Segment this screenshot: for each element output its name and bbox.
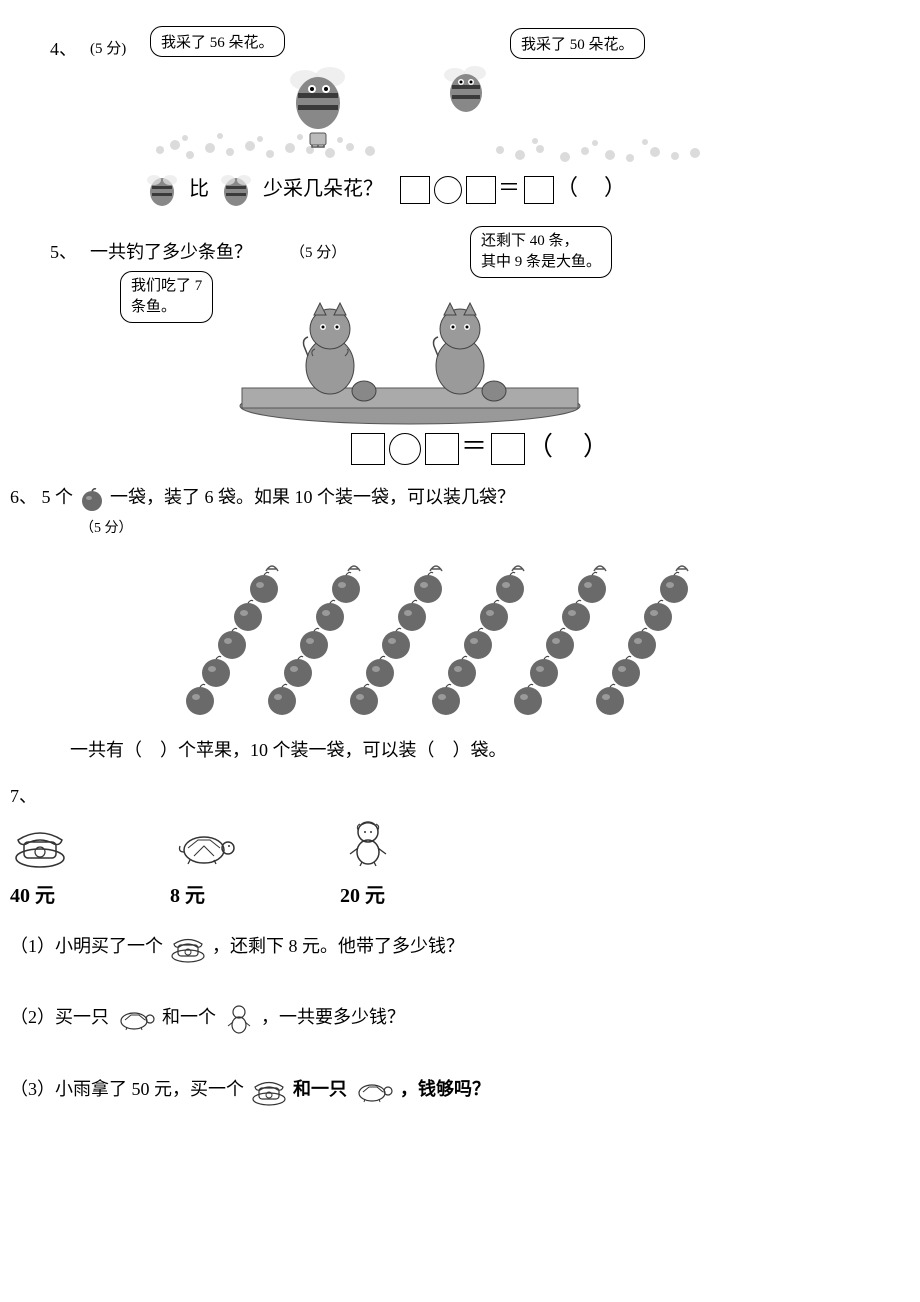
question-7: 7、 40 元 8 元 [10, 782, 870, 1106]
q6-number: 6、 [10, 487, 37, 507]
q4-compare-mid: 比 [189, 178, 209, 200]
q5-number: 5、 [50, 238, 77, 264]
q7-sub3-c: ，钱够吗？ [400, 1079, 490, 1099]
q7-sub2-b: 和一个 [162, 1007, 216, 1027]
turtle-icon [170, 824, 240, 868]
bee-right-icon [430, 55, 510, 135]
q4-number: 4、 [50, 35, 77, 61]
q7-sub1: （1）小明买了一个 ，还剩下 8 元。他带了多少钱？ [10, 932, 870, 963]
cats-scene [230, 266, 590, 426]
price-item-turtle: 8 元 [170, 824, 240, 908]
apple-bags [10, 541, 870, 726]
q5-bubble-left-l2: 条鱼。 [131, 299, 176, 315]
bee-small-b-icon [214, 172, 258, 208]
q7-sub1-a: （1）小明买了一个 [10, 936, 163, 956]
doll-icon [340, 818, 396, 868]
turtle-icon [352, 1077, 396, 1105]
q5-title: 一共钓了多少条鱼？ [90, 238, 252, 264]
q5-paren: （ ） [527, 432, 611, 461]
q6-points: （5 分） [80, 517, 870, 537]
price-row: 40 元 8 元 20 元 [10, 818, 870, 908]
turtle-icon [114, 1005, 158, 1033]
apple-icon [78, 485, 106, 513]
q5-bubble-left: 我们吃了 7 条鱼。 [120, 271, 213, 323]
q4-paren: （ ） [556, 175, 628, 200]
q6-line1b: 一袋，装了 6 袋。如果 10 个装一袋，可以装几袋？ [110, 487, 515, 507]
question-6: 6、 5 个 一袋，装了 6 袋。如果 10 个装一袋，可以装几袋？ （5 分）… [10, 483, 870, 762]
q7-sub3: （3）小雨拿了 50 元，买一个 和一只 ，钱够吗？ [10, 1075, 870, 1106]
doll-icon [221, 1003, 257, 1035]
q6-line1a: 5 个 [42, 487, 74, 507]
phone-icon [168, 933, 208, 963]
phone-icon [10, 824, 70, 868]
question-4: 4、 (5 分) 我采了 56 朵花。 我采了 50 朵花。 [50, 20, 870, 208]
q5-bubble-right-l1: 还剩下 40 条， [481, 233, 579, 249]
q7-sub2-c: ，一共要多少钱？ [261, 1007, 405, 1027]
price-item-phone: 40 元 [10, 824, 70, 908]
price-doll: 20 元 [340, 879, 396, 908]
q4-points: (5 分) [90, 37, 126, 58]
q5-bubble-left-l1: 我们吃了 7 [131, 278, 202, 294]
price-turtle: 8 元 [170, 879, 240, 908]
q7-sub3-b: 和一只 [293, 1079, 347, 1099]
bee-small-a-icon [140, 172, 184, 208]
price-item-doll: 20 元 [340, 818, 396, 908]
q7-number: 7、 [10, 782, 870, 808]
q4-compare-end: 少采几朵花？ [263, 178, 383, 200]
q4-bubble-left: 我采了 56 朵花。 [150, 26, 285, 57]
phone-icon [249, 1076, 289, 1106]
q4-bubble-right: 我采了 50 朵花。 [510, 28, 645, 59]
question-5: 5、 一共钓了多少条鱼？ （5 分） 我们吃了 7 条鱼。 还剩下 40 条， … [50, 226, 870, 465]
q7-sub2: （2）买一只 和一个 ，一共要多少钱？ [10, 1003, 870, 1035]
q4-equation: ＝（ ） [398, 175, 628, 200]
q7-sub2-a: （2）买一只 [10, 1007, 109, 1027]
flowers-right [480, 65, 740, 175]
price-phone: 40 元 [10, 879, 70, 908]
q7-sub1-b: ，还剩下 8 元。他带了多少钱？ [212, 936, 464, 956]
q5-points: （5 分） [290, 241, 346, 262]
q6-answer: 一共有（ ）个苹果，10 个装一袋，可以装（ ）袋。 [10, 736, 870, 762]
q5-equation: ＝（ ） [349, 432, 611, 461]
q7-sub3-a: （3）小雨拿了 50 元，买一个 [10, 1079, 244, 1099]
bee-left-icon [270, 55, 370, 155]
